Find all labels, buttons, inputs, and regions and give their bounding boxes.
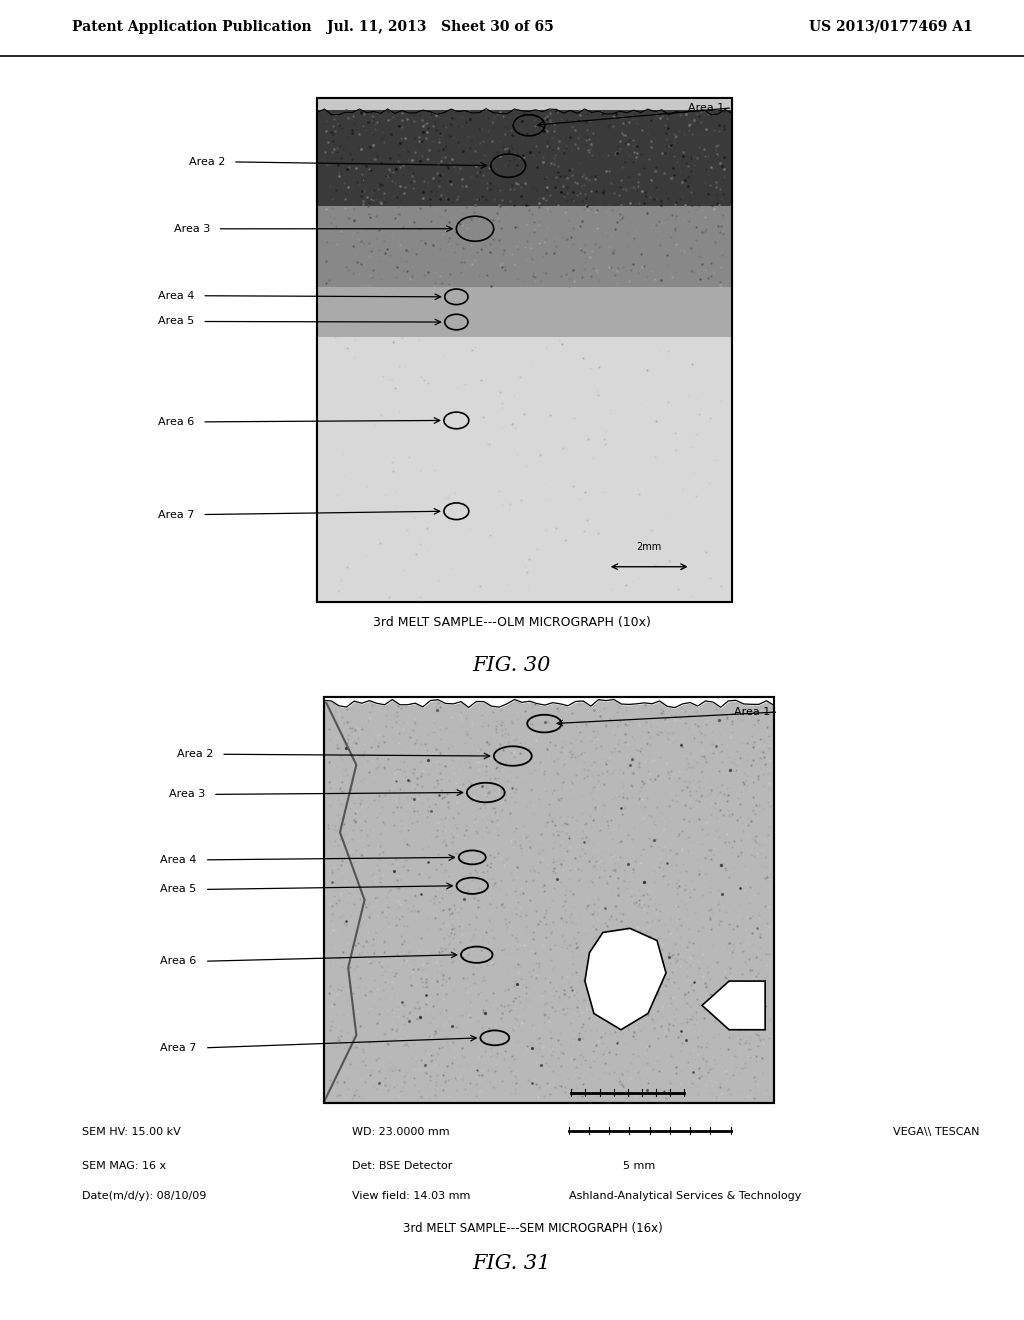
Text: 5 mm: 5 mm [623,1160,654,1171]
Polygon shape [585,928,666,1030]
Text: Date(m/d/y): 08/10/09: Date(m/d/y): 08/10/09 [82,1192,206,1201]
Text: Area 1: Area 1 [688,103,724,112]
Text: WD: 23.0000 mm: WD: 23.0000 mm [352,1127,450,1138]
Text: Ashland-Analytical Services & Technology: Ashland-Analytical Services & Technology [568,1192,801,1201]
Text: FIG. 30: FIG. 30 [473,656,551,676]
Text: Area 6: Area 6 [161,956,197,966]
Text: 2mm: 2mm [637,541,662,552]
Text: Area 4: Area 4 [158,290,195,301]
Text: Area 4: Area 4 [160,855,197,865]
Bar [324,697,774,1102]
Text: Jul. 11, 2013   Sheet 30 of 65: Jul. 11, 2013 Sheet 30 of 65 [327,20,554,34]
Bar [324,697,774,1102]
Text: Area 3: Area 3 [169,789,205,800]
Bar [317,337,732,602]
Text: FIG. 31: FIG. 31 [473,1254,551,1272]
Text: Area 3: Area 3 [174,224,210,234]
Text: Area 2: Area 2 [188,157,225,166]
Text: SEM MAG: 16 x: SEM MAG: 16 x [82,1160,166,1171]
Polygon shape [702,981,765,1030]
Text: Area 5: Area 5 [159,317,195,326]
Text: US 2013/0177469 A1: US 2013/0177469 A1 [809,20,973,34]
Text: Area 5: Area 5 [161,884,197,895]
Bar [317,110,732,206]
Text: 3rd MELT SAMPLE---SEM MICROGRAPH (16x): 3rd MELT SAMPLE---SEM MICROGRAPH (16x) [402,1222,663,1236]
Text: Det: BSE Detector: Det: BSE Detector [352,1160,453,1171]
Text: Area 7: Area 7 [160,1043,197,1053]
Bar [317,98,732,602]
Text: 3rd MELT SAMPLE---OLM MICROGRAPH (10x): 3rd MELT SAMPLE---OLM MICROGRAPH (10x) [373,616,651,628]
Text: Area 2: Area 2 [176,750,213,759]
Text: Area 7: Area 7 [158,510,195,520]
Text: SEM HV: 15.00 kV: SEM HV: 15.00 kV [82,1127,180,1138]
Text: Area 1: Area 1 [734,708,770,717]
Bar [317,286,732,337]
Text: View field: 14.03 mm: View field: 14.03 mm [352,1192,471,1201]
Text: Area 6: Area 6 [159,417,195,426]
Bar [317,98,732,602]
Text: Patent Application Publication: Patent Application Publication [72,20,311,34]
Bar [317,206,732,286]
Bar [317,98,732,110]
Text: VEGA\\ TESCAN: VEGA\\ TESCAN [893,1127,979,1138]
